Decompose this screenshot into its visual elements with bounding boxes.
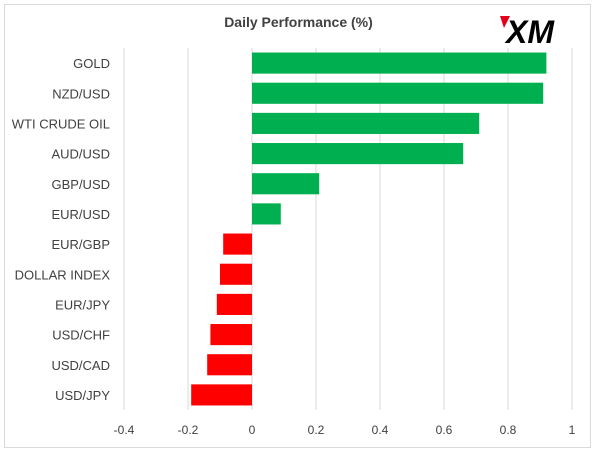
x-tick-label: 1 bbox=[569, 423, 576, 437]
category-label: GBP/USD bbox=[51, 177, 110, 192]
x-tick-label: 0.6 bbox=[436, 423, 453, 437]
category-label: USD/CAD bbox=[51, 358, 110, 373]
bar bbox=[216, 293, 252, 315]
x-tick-label: -0.2 bbox=[178, 423, 199, 437]
logo-text: XM bbox=[504, 14, 555, 48]
x-tick-label: 0 bbox=[249, 423, 256, 437]
category-label: NZD/USD bbox=[52, 86, 110, 101]
x-tick-label: 0.8 bbox=[500, 423, 517, 437]
bar bbox=[252, 52, 547, 74]
category-label: USD/JPY bbox=[55, 388, 110, 403]
bar bbox=[252, 203, 281, 225]
bar bbox=[191, 384, 252, 406]
x-tick-label: 0.2 bbox=[308, 423, 325, 437]
bar bbox=[252, 112, 480, 134]
bar bbox=[207, 354, 252, 376]
category-label: AUD/USD bbox=[51, 147, 110, 162]
category-label: DOLLAR INDEX bbox=[15, 267, 111, 282]
category-label: GOLD bbox=[73, 56, 110, 71]
category-label: EUR/JPY bbox=[55, 297, 110, 312]
bar bbox=[210, 324, 252, 346]
bar bbox=[223, 233, 252, 255]
bar bbox=[252, 82, 544, 104]
xm-logo: XM bbox=[500, 14, 555, 48]
bar bbox=[252, 143, 464, 165]
chart-title: Daily Performance (%) bbox=[224, 14, 373, 30]
category-label: WTI CRUDE OIL bbox=[12, 116, 110, 131]
x-tick-label: -0.4 bbox=[114, 423, 135, 437]
category-label: EUR/USD bbox=[51, 207, 110, 222]
chart-frame bbox=[4, 4, 591, 448]
category-label: USD/CHF bbox=[52, 328, 110, 343]
bar bbox=[252, 173, 320, 195]
x-tick-label: 0.4 bbox=[372, 423, 389, 437]
bar bbox=[220, 263, 252, 285]
category-label: EUR/GBP bbox=[51, 237, 110, 252]
